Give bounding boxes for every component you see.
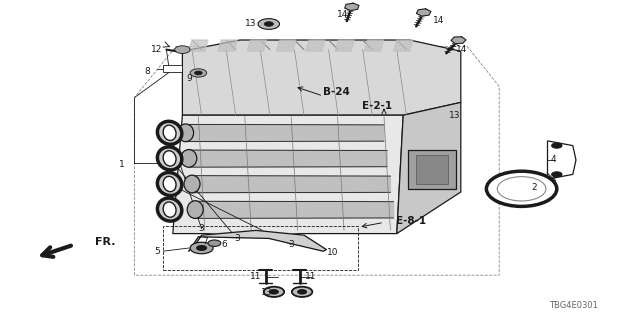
- Circle shape: [258, 19, 280, 29]
- Text: 11: 11: [250, 272, 262, 281]
- Circle shape: [196, 245, 207, 251]
- Text: 5: 5: [154, 247, 160, 256]
- Polygon shape: [218, 40, 237, 51]
- Polygon shape: [186, 124, 384, 141]
- Polygon shape: [364, 40, 383, 51]
- Bar: [416, 155, 448, 184]
- Polygon shape: [306, 40, 325, 51]
- Text: E-2-1: E-2-1: [362, 101, 392, 111]
- Polygon shape: [195, 201, 394, 218]
- Circle shape: [486, 171, 557, 206]
- Polygon shape: [189, 150, 387, 167]
- Text: 13: 13: [260, 288, 272, 297]
- Text: 14: 14: [337, 10, 349, 19]
- Polygon shape: [182, 40, 461, 115]
- Ellipse shape: [163, 202, 176, 217]
- Circle shape: [552, 172, 562, 177]
- Text: 12: 12: [151, 45, 163, 54]
- Circle shape: [552, 143, 562, 148]
- Circle shape: [298, 290, 307, 294]
- Text: 11: 11: [305, 272, 316, 281]
- Circle shape: [175, 46, 190, 53]
- Ellipse shape: [157, 121, 182, 144]
- Text: 1: 1: [119, 160, 125, 169]
- Bar: [163, 65, 182, 72]
- Text: 3: 3: [234, 234, 239, 243]
- Bar: [163, 226, 358, 270]
- Ellipse shape: [178, 124, 194, 142]
- Circle shape: [190, 242, 213, 254]
- Text: 4: 4: [551, 175, 556, 184]
- Circle shape: [264, 287, 284, 297]
- Ellipse shape: [157, 198, 182, 221]
- Ellipse shape: [181, 149, 197, 167]
- Bar: [408, 150, 456, 189]
- Text: TBG4E0301: TBG4E0301: [550, 301, 598, 310]
- Ellipse shape: [184, 175, 200, 193]
- Polygon shape: [247, 40, 266, 51]
- Polygon shape: [335, 40, 355, 51]
- Polygon shape: [417, 9, 431, 16]
- Circle shape: [195, 71, 202, 75]
- Circle shape: [269, 290, 278, 294]
- Circle shape: [292, 287, 312, 297]
- Ellipse shape: [163, 125, 176, 140]
- Polygon shape: [173, 115, 403, 234]
- Text: FR.: FR.: [95, 236, 115, 247]
- Polygon shape: [276, 40, 296, 51]
- Polygon shape: [451, 37, 466, 44]
- Ellipse shape: [188, 201, 204, 219]
- Ellipse shape: [157, 172, 182, 196]
- Text: 3: 3: [289, 240, 294, 249]
- Text: 6: 6: [221, 240, 227, 249]
- Polygon shape: [397, 102, 461, 234]
- Polygon shape: [192, 176, 390, 193]
- Text: 7: 7: [202, 237, 207, 246]
- Text: 3: 3: [199, 224, 204, 233]
- Ellipse shape: [163, 176, 176, 192]
- Polygon shape: [189, 230, 326, 251]
- Text: B-24: B-24: [323, 87, 350, 97]
- Polygon shape: [189, 40, 208, 51]
- Text: 10: 10: [327, 248, 339, 257]
- Polygon shape: [345, 3, 359, 11]
- Circle shape: [264, 22, 273, 26]
- Text: 8: 8: [145, 68, 150, 76]
- Text: 2: 2: [532, 183, 537, 192]
- Polygon shape: [394, 40, 413, 51]
- Text: 14: 14: [456, 45, 467, 54]
- Text: 9: 9: [186, 74, 191, 83]
- Text: 4: 4: [551, 156, 556, 164]
- Circle shape: [190, 69, 207, 77]
- Text: 13: 13: [244, 20, 256, 28]
- Text: E-8-1: E-8-1: [396, 216, 426, 227]
- Text: 13: 13: [449, 111, 461, 120]
- Ellipse shape: [157, 147, 182, 170]
- Text: 14: 14: [433, 16, 445, 25]
- Circle shape: [208, 240, 221, 246]
- Ellipse shape: [163, 151, 176, 166]
